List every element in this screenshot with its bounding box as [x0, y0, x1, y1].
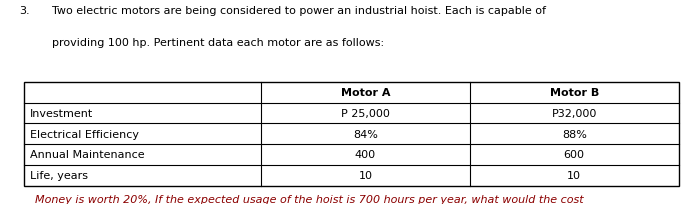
- Text: 3.: 3.: [19, 6, 30, 16]
- Text: Motor B: Motor B: [550, 88, 599, 98]
- Text: 600: 600: [564, 150, 585, 160]
- Text: 88%: 88%: [562, 129, 587, 139]
- Text: Investment: Investment: [30, 109, 93, 119]
- Text: Money is worth 20%, If the expected usage of the hoist is 700 hours per year, wh: Money is worth 20%, If the expected usag…: [35, 194, 583, 204]
- Text: Two electric motors are being considered to power an industrial hoist. Each is c: Two electric motors are being considered…: [52, 6, 546, 16]
- Text: Annual Maintenance: Annual Maintenance: [30, 150, 145, 160]
- Text: 84%: 84%: [353, 129, 378, 139]
- Text: providing 100 hp. Pertinent data each motor are as follows:: providing 100 hp. Pertinent data each mo…: [52, 38, 384, 48]
- Text: Electrical Efficiency: Electrical Efficiency: [30, 129, 139, 139]
- Text: P32,000: P32,000: [551, 109, 597, 119]
- Text: 10: 10: [567, 170, 581, 180]
- Text: 10: 10: [358, 170, 372, 180]
- Text: Life, years: Life, years: [30, 170, 88, 180]
- Text: Motor A: Motor A: [340, 88, 390, 98]
- Text: P 25,000: P 25,000: [341, 109, 390, 119]
- Text: 400: 400: [355, 150, 376, 160]
